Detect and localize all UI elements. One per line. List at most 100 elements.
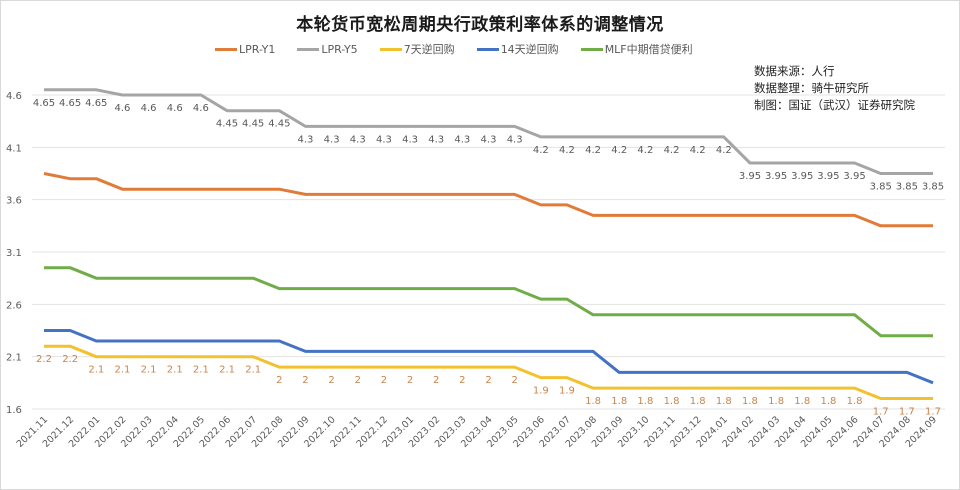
data-label: 1.8 <box>585 396 601 407</box>
data-label: 2.1 <box>114 365 130 376</box>
legend-label: 7天逆回购 <box>403 43 455 56</box>
y-tick-label: 4.6 <box>6 91 22 102</box>
data-label: 3.95 <box>791 171 813 182</box>
legend-swatch <box>379 47 402 51</box>
data-label: 2.1 <box>245 365 261 376</box>
data-label: 4.2 <box>664 145 680 156</box>
legend-label: LPR-Y5 <box>321 42 358 56</box>
data-label: 4.2 <box>690 145 706 156</box>
data-label: 1.8 <box>637 396 653 407</box>
legend-swatch <box>215 47 237 51</box>
data-label: 2 <box>381 375 387 386</box>
data-label: 4.6 <box>167 103 183 114</box>
data-label: 2 <box>433 375 439 386</box>
legend-swatch <box>297 47 320 51</box>
data-label: 4.2 <box>611 145 627 156</box>
data-label: 1.9 <box>533 386 549 397</box>
data-label: 4.2 <box>637 145 653 156</box>
legend-item-lpr-y5: LPR-Y5 <box>297 41 358 57</box>
data-label: 4.65 <box>33 98 55 109</box>
y-tick-label: 4.1 <box>6 143 22 154</box>
data-label: 1.8 <box>794 396 810 407</box>
legend-label: MLF中期借贷便利 <box>604 43 693 56</box>
data-label: 4.65 <box>85 98 107 109</box>
data-label: 4.2 <box>559 145 575 156</box>
y-tick-label: 2.6 <box>6 300 22 311</box>
y-tick-label: 1.6 <box>6 405 22 416</box>
legend-item-mlf: MLF中期借贷便利 <box>580 41 693 57</box>
series-line-14d-repo <box>44 329 934 385</box>
data-label: 4.6 <box>193 103 209 114</box>
source-note: 数据来源：人行 数据整理：骑牛研究所 制图：国证（武汉）证券研究院 <box>754 63 915 114</box>
data-label: 3.85 <box>896 182 918 193</box>
data-label: 4.3 <box>481 134 497 145</box>
series-line-mlf <box>44 266 933 338</box>
data-label: 1.8 <box>690 396 706 407</box>
data-label: 1.8 <box>611 396 627 407</box>
legend-item-lpr-y1: LPR-Y1 <box>215 41 275 57</box>
data-label: 1.8 <box>768 396 784 407</box>
data-label: 3.85 <box>922 182 944 193</box>
data-label: 4.6 <box>141 103 157 114</box>
data-label: 4.2 <box>533 145 549 156</box>
data-label: 2 <box>459 375 465 386</box>
data-label: 3.95 <box>817 171 839 182</box>
legend-label: 14天逆回购 <box>500 43 559 56</box>
legend-item-14d-repo: 14天逆回购 <box>476 41 559 57</box>
legend-swatch <box>476 47 499 51</box>
data-label: 4.3 <box>428 134 444 145</box>
data-label: 1.8 <box>847 396 863 407</box>
data-label: 3.85 <box>870 182 892 193</box>
data-label: 2 <box>407 375 413 386</box>
data-label: 2 <box>276 375 282 386</box>
data-label: 3.95 <box>843 171 865 182</box>
data-label: 2.2 <box>62 354 78 365</box>
y-tick-label: 3.6 <box>6 196 22 207</box>
source-line-chart-by: 制图：国证（武汉）证券研究院 <box>754 98 915 112</box>
data-label: 2 <box>302 375 308 386</box>
data-label: 2 <box>328 375 334 386</box>
data-label: 4.2 <box>716 145 732 156</box>
legend-swatch <box>580 47 603 51</box>
chart-legend: LPR-Y1 LPR-Y5 7天逆回购 14天逆回购 MLF中期借贷便利 <box>215 41 693 57</box>
source-line-data-compiled: 数据整理：骑牛研究所 <box>754 81 869 95</box>
data-label: 2 <box>511 375 517 386</box>
data-label: 2.1 <box>193 365 209 376</box>
data-label: 4.3 <box>507 134 523 145</box>
legend-item-7d-repo: 7天逆回购 <box>379 41 455 57</box>
data-label: 4.45 <box>268 119 290 130</box>
data-label: 4.3 <box>454 134 470 145</box>
data-label: 2.1 <box>219 365 235 376</box>
series-line-lpr-y5 <box>44 88 933 175</box>
data-label: 2.1 <box>88 365 104 376</box>
data-label: 1.9 <box>559 386 575 397</box>
data-label: 2.2 <box>36 354 52 365</box>
source-line-data-source: 数据来源：人行 <box>754 64 835 78</box>
data-label: 4.45 <box>242 119 264 130</box>
data-label: 1.8 <box>742 396 758 407</box>
data-label: 2.1 <box>167 365 183 376</box>
data-label: 1.8 <box>664 396 680 407</box>
data-label: 4.3 <box>324 134 340 145</box>
data-label: 4.3 <box>376 134 392 145</box>
data-label: 4.3 <box>350 134 366 145</box>
data-label: 4.45 <box>216 119 238 130</box>
data-label: 1.7 <box>899 407 915 418</box>
y-tick-label: 2.1 <box>6 353 22 364</box>
data-label: 1.8 <box>716 396 732 407</box>
legend-label: LPR-Y1 <box>239 42 276 56</box>
chart-title: 本轮货币宽松周期央行政策利率体系的调整情况 <box>296 15 664 35</box>
data-label: 1.7 <box>925 407 941 418</box>
data-label: 2 <box>485 375 491 386</box>
data-label: 2.1 <box>141 365 157 376</box>
data-label: 4.65 <box>59 98 81 109</box>
data-label: 4.3 <box>402 134 418 145</box>
data-label: 3.95 <box>765 171 787 182</box>
data-label: 4.6 <box>114 103 130 114</box>
series-line-7d-repo <box>44 344 933 400</box>
data-label: 3.95 <box>739 171 761 182</box>
data-label: 1.7 <box>873 407 889 418</box>
data-label: 2 <box>355 375 361 386</box>
